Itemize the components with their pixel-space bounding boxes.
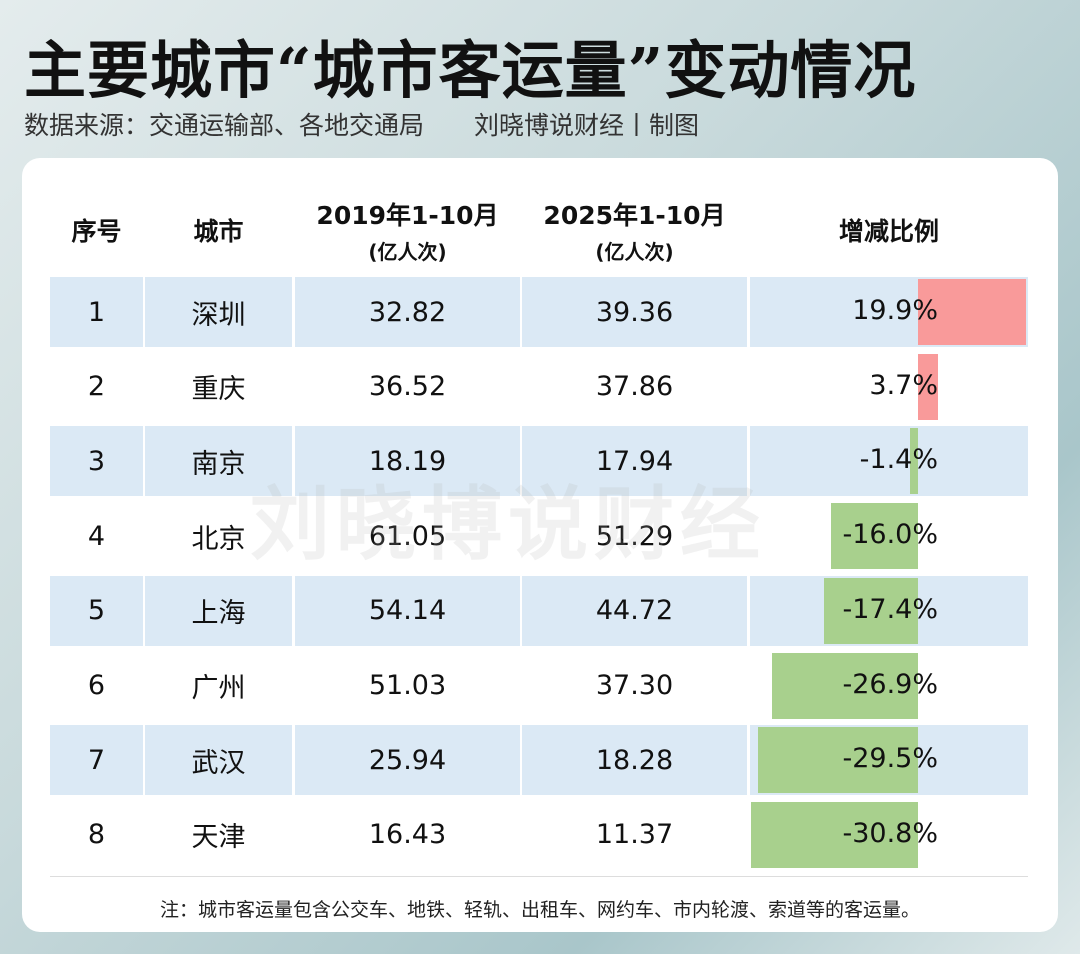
cell-city: 南京 (145, 426, 292, 497)
subtitle: 数据来源：交通运输部、各地交通局 刘晓博说财经丨制图 (24, 106, 699, 142)
change-label: -26.9% (842, 668, 938, 700)
cell-y2019: 61.05 (368, 520, 447, 552)
cell-y2019: 51.03 (368, 670, 447, 701)
data-source: 数据来源：交通运输部、各地交通局 (24, 111, 425, 140)
cell-y2025: 44.72 (522, 575, 747, 646)
page-title: 主要城市“城市客运量”变动情况 (24, 34, 917, 107)
change-bar (772, 652, 918, 719)
cell-rank: 7 (50, 725, 143, 796)
header-2019-unit: (亿人次) (368, 240, 447, 264)
cell-rank: 4 (87, 520, 106, 552)
change-bar (758, 727, 918, 794)
cell-y2025: 51.29 (595, 520, 674, 552)
header-city: 城市 (193, 217, 244, 246)
table-row: 3 南京 18.19 17.94 -1.4% (50, 426, 1028, 497)
change-bar (823, 577, 918, 644)
table-row: 8 天津 16.43 11.37 -30.8% (50, 800, 1028, 870)
cell-y2019: 36.52 (368, 371, 447, 403)
cell-rank: 6 (87, 670, 106, 701)
change-label: 3.7% (869, 369, 938, 401)
change-bar (918, 279, 1026, 345)
cell-y2025: 37.86 (595, 371, 674, 403)
table-row: 1 深圳 32.82 39.36 19.9% (50, 277, 1028, 347)
table-row: 5 上海 54.14 44.72 -17.4% (50, 575, 1028, 646)
table-row: 4 北京 61.05 51.29 -16.0% (50, 501, 1028, 571)
divider (50, 876, 1028, 877)
header-2025-label: 2025年1-10月 (543, 201, 726, 230)
change-label: -16.0% (842, 519, 938, 551)
change-label: 19.9% (852, 295, 938, 326)
cell-rank: 3 (50, 426, 143, 497)
cell-y2019: 25.94 (295, 725, 520, 796)
cell-y2019: 32.82 (295, 277, 520, 347)
cell-y2025: 18.28 (522, 725, 747, 796)
change-bar (918, 353, 939, 420)
change-bar (910, 428, 918, 495)
change-label: -29.5% (842, 743, 938, 775)
header-2019: 2019年1-10月 (亿人次) (295, 196, 520, 265)
header-2025: 2025年1-10月 (亿人次) (522, 196, 747, 265)
cell-city: 广州 (191, 673, 246, 704)
cell-y2019: 18.19 (295, 426, 520, 497)
cell-city: 上海 (145, 575, 292, 646)
maker-credit: 刘晓博说财经丨制图 (474, 111, 700, 140)
cell-y2019: 16.43 (368, 819, 447, 851)
cell-y2025: 39.36 (522, 277, 747, 347)
cell-y2019: 54.14 (295, 575, 520, 646)
change-label: -30.8% (842, 817, 938, 849)
table-row: 2 重庆 36.52 37.86 3.7% (50, 352, 1028, 422)
cell-rank: 1 (50, 277, 143, 347)
change-bar (831, 503, 918, 570)
cell-city: 天津 (191, 822, 246, 854)
cell-city: 武汉 (145, 725, 292, 796)
cell-rank: 2 (87, 371, 106, 403)
cell-change (750, 426, 1028, 497)
cell-city: 重庆 (191, 374, 246, 406)
table-row: 6 广州 51.03 37.30 -26.9% (50, 651, 1028, 721)
change-label: -1.4% (859, 444, 938, 476)
header-change: 增减比例 (838, 217, 939, 246)
header-rank: 序号 (71, 217, 122, 246)
cell-y2025: 37.30 (595, 670, 674, 701)
footnote: 注：城市客运量包含公交车、地铁、轻轨、出租车、网约车、市内轮渡、索道等的客运量。 (159, 899, 920, 921)
cell-city: 北京 (191, 523, 246, 555)
header-2019-label: 2019年1-10月 (316, 201, 499, 230)
cell-y2025: 17.94 (522, 426, 747, 497)
change-bar (751, 801, 918, 868)
table-row: 7 武汉 25.94 18.28 -29.5% (50, 725, 1028, 796)
header-2025-unit: (亿人次) (595, 240, 674, 264)
cell-y2025: 11.37 (595, 819, 674, 851)
cell-rank: 5 (50, 575, 143, 646)
change-label: -17.4% (842, 593, 938, 625)
cell-city: 深圳 (145, 277, 292, 347)
cell-rank: 8 (87, 819, 106, 851)
